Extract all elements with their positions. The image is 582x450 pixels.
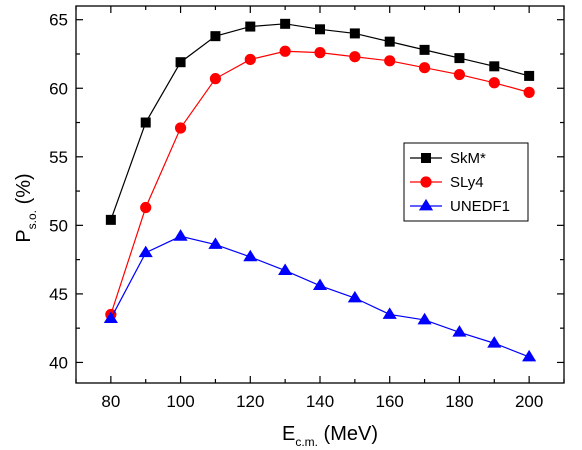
legend-marker-unedf1 [418,198,434,211]
data-point-sly4 [418,62,431,74]
data-point-skm [245,21,256,32]
x-axis-title-main: E [282,423,295,445]
data-point-unedf1 [312,278,328,291]
legend-label-sly4: SLy4 [450,174,484,191]
series-layer [103,18,537,362]
x-axis-title-sub: c.m. [295,435,318,449]
tick-layer: 80 100 120 140 160 180 200 40 45 50 55 60 65 [49,6,565,411]
legend-item-unedf1: UNEDF1 [410,198,510,215]
data-point-unedf1 [138,245,153,258]
y-axis-title-unit: (%) [13,173,35,210]
data-point-unedf1 [173,229,188,241]
x-tick-label: 160 [376,392,404,411]
x-tick-label: 80 [101,392,120,411]
data-point-skm [489,61,500,72]
data-point-unedf1 [347,290,362,303]
y-tick-label: 45 [49,285,68,304]
data-point-sly4 [174,122,187,134]
data-point-skm [315,24,325,35]
x-tick-label: 120 [236,392,264,411]
y-axis-title-sub: s.o. [25,210,39,229]
plot-frame [75,5,565,384]
legend-marker-skm [421,153,431,163]
y-tick-label: 40 [49,353,68,372]
series-skm [105,18,535,225]
data-point-unedf1 [243,249,258,262]
x-tick-label: 100 [166,392,194,411]
y-tick-label: 60 [49,79,68,98]
data-point-sly4 [244,53,256,66]
data-point-sly4 [349,51,361,63]
data-point-unedf1 [417,312,432,325]
data-point-sly4 [209,73,222,85]
data-point-skm [524,70,535,81]
legend: SkM* SLy4 UNEDF1 [403,142,529,222]
legend-items: SkM* SLy4 UNEDF1 [410,150,510,215]
data-point-skm [105,214,116,225]
data-point-sly4 [488,77,500,89]
data-point-sly4 [314,47,326,59]
legend-label-unedf1: UNEDF1 [450,198,510,215]
y-axis-title-main: P [13,229,35,242]
data-point-unedf1 [103,311,118,323]
data-point-sly4 [453,68,466,81]
data-point-skm [384,36,395,47]
x-tick-label: 200 [515,392,543,411]
legend-marker-sly4 [420,176,432,188]
data-point-sly4 [384,55,396,67]
data-point-skm [419,44,430,55]
data-point-skm [454,53,465,64]
y-tick-label: 65 [49,11,68,30]
data-point-unedf1 [278,263,293,275]
data-point-unedf1 [452,325,467,337]
data-point-unedf1 [487,336,502,348]
legend-item-sly4: SLy4 [410,174,484,191]
legend-item-skm: SkM* [410,150,486,167]
data-point-skm [175,57,186,68]
data-point-skm [140,117,151,128]
data-point-unedf1 [208,237,223,249]
x-tick-label: 140 [306,392,334,411]
data-point-skm [280,18,291,29]
data-point-sly4 [140,201,152,214]
x-tick-label: 180 [445,392,473,411]
x-axis-title: Ec.m. (MeV) [282,423,378,449]
y-tick-label: 50 [49,216,68,235]
data-point-skm [210,31,221,42]
data-point-sly4 [279,45,291,57]
data-point-unedf1 [522,349,537,362]
data-point-skm [349,28,360,39]
series-sly4 [105,45,535,321]
y-axis-title: Ps.o. (%) [13,173,39,242]
x-axis-title-unit: (MeV) [318,423,378,445]
series-line-unedf1 [110,235,530,358]
data-point-unedf1 [382,307,397,319]
y-tick-label: 55 [49,148,68,167]
legend-label-skm: SkM* [450,150,486,167]
series-unedf1 [103,229,537,362]
data-point-sly4 [523,86,535,98]
